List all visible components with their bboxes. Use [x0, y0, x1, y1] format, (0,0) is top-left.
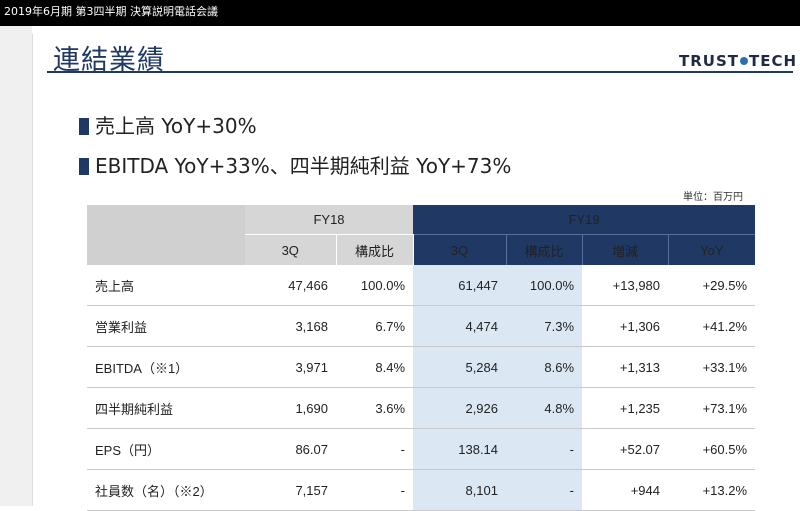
row-label: 営業利益: [87, 305, 245, 347]
cell-fy19-3q: 138.14: [413, 428, 507, 470]
cell-fy18-ratio: -: [336, 469, 414, 511]
cell-change: +1,306: [582, 305, 669, 347]
slide-title: 連結業績: [53, 45, 165, 76]
header-fy19-ratio: 構成比: [506, 234, 583, 265]
cell-fy19-3q: 8,101: [413, 469, 507, 511]
company-logo: TRUST TECH: [679, 52, 798, 70]
cell-fy18-ratio: 3.6%: [336, 387, 414, 429]
table-row: 四半期純利益 1,690 3.6% 2,926 4.8% +1,235 +73.…: [87, 387, 756, 429]
cell-fy19-3q: 5,284: [413, 346, 507, 388]
cell-fy19-3q: 61,447: [413, 265, 507, 306]
row-label: EPS（円）: [87, 428, 245, 470]
cell-yoy: +29.5%: [668, 265, 756, 306]
cell-yoy: +73.1%: [668, 387, 756, 429]
cell-fy19-ratio: 7.3%: [506, 305, 583, 347]
square-bullet-icon: [79, 118, 89, 135]
cell-fy19-ratio: 8.6%: [506, 346, 583, 388]
cell-fy18-ratio: 6.7%: [336, 305, 414, 347]
cell-fy19-3q: 4,474: [413, 305, 507, 347]
cell-yoy: +60.5%: [668, 428, 756, 470]
bullet-text: 売上高 YoY+30%: [95, 114, 257, 138]
cell-fy18-3q: 86.07: [245, 428, 336, 470]
cell-fy18-3q: 47,466: [245, 265, 336, 306]
cell-change: +52.07: [582, 428, 669, 470]
table-row: EBITDA（※1） 3,971 8.4% 5,284 8.6% +1,313 …: [87, 346, 756, 388]
table-group-header-row: FY18 FY19: [87, 205, 756, 265]
header-yoy: YoY: [668, 234, 756, 265]
bullet-ebitda: EBITDA YoY+33%、四半期純利益 YoY+73%: [79, 150, 511, 179]
left-margin: [0, 26, 32, 506]
financial-results-table: FY18 FY19 3Q 構成比 3Q 構成比 増減 YoY 売上高 47,46…: [87, 205, 756, 511]
cell-change: +1,313: [582, 346, 669, 388]
window-title: 2019年6月期 第3四半期 決算説明電話会議: [4, 5, 218, 18]
row-label: 売上高: [87, 265, 245, 306]
cell-fy19-ratio: 4.8%: [506, 387, 583, 429]
cell-yoy: +41.2%: [668, 305, 756, 347]
bullet-sales: 売上高 YoY+30%: [79, 110, 257, 139]
cell-fy18-3q: 1,690: [245, 387, 336, 429]
slide: 連結業績 TRUST TECH 売上高 YoY+30% EBITDA YoY+33…: [32, 34, 796, 511]
cell-fy18-ratio: 100.0%: [336, 265, 414, 306]
table-sub-header-row: 3Q 構成比 3Q 構成比 増減 YoY: [87, 234, 756, 265]
row-label: 社員数（名）（※2）: [87, 469, 245, 511]
cell-fy19-3q: 2,926: [413, 387, 507, 429]
cell-change: +944: [582, 469, 669, 511]
cell-fy18-ratio: -: [336, 428, 414, 470]
header-fy19-3q: 3Q: [413, 234, 507, 265]
cell-fy18-ratio: 8.4%: [336, 346, 414, 388]
window-title-bar: 2019年6月期 第3四半期 決算説明電話会議: [0, 0, 800, 26]
cell-fy19-ratio: -: [506, 469, 583, 511]
cell-yoy: +13.2%: [668, 469, 756, 511]
table-row: EPS（円） 86.07 - 138.14 - +52.07 +60.5%: [87, 428, 756, 470]
unit-note: 単位：百万円: [683, 192, 743, 203]
logo-dot-icon: [740, 57, 748, 65]
header-blank-cell: [87, 205, 245, 265]
cell-change: +13,980: [582, 265, 669, 306]
cell-change: +1,235: [582, 387, 669, 429]
cell-fy19-ratio: 100.0%: [506, 265, 583, 306]
cell-fy18-3q: 3,168: [245, 305, 336, 347]
cell-yoy: +33.1%: [668, 346, 756, 388]
title-divider: [47, 71, 793, 73]
cell-fy18-3q: 3,971: [245, 346, 336, 388]
cell-fy19-ratio: -: [506, 428, 583, 470]
table-row: 売上高 47,466 100.0% 61,447 100.0% +13,980 …: [87, 265, 756, 306]
row-label: 四半期純利益: [87, 387, 245, 429]
square-bullet-icon: [79, 158, 89, 175]
bullet-text: EBITDA YoY+33%、四半期純利益 YoY+73%: [95, 154, 512, 178]
header-fy18-ratio: 構成比: [336, 234, 414, 265]
cell-fy18-3q: 7,157: [245, 469, 336, 511]
row-label: EBITDA（※1）: [87, 346, 245, 388]
header-change: 増減: [582, 234, 669, 265]
header-fy18-3q: 3Q: [245, 234, 337, 265]
table-row: 社員数（名）（※2） 7,157 - 8,101 - +944 +13.2%: [87, 469, 756, 511]
header-fy18: FY18: [245, 205, 414, 235]
table-row: 営業利益 3,168 6.7% 4,474 7.3% +1,306 +41.2%: [87, 305, 756, 347]
header-fy19: FY19: [413, 205, 756, 235]
